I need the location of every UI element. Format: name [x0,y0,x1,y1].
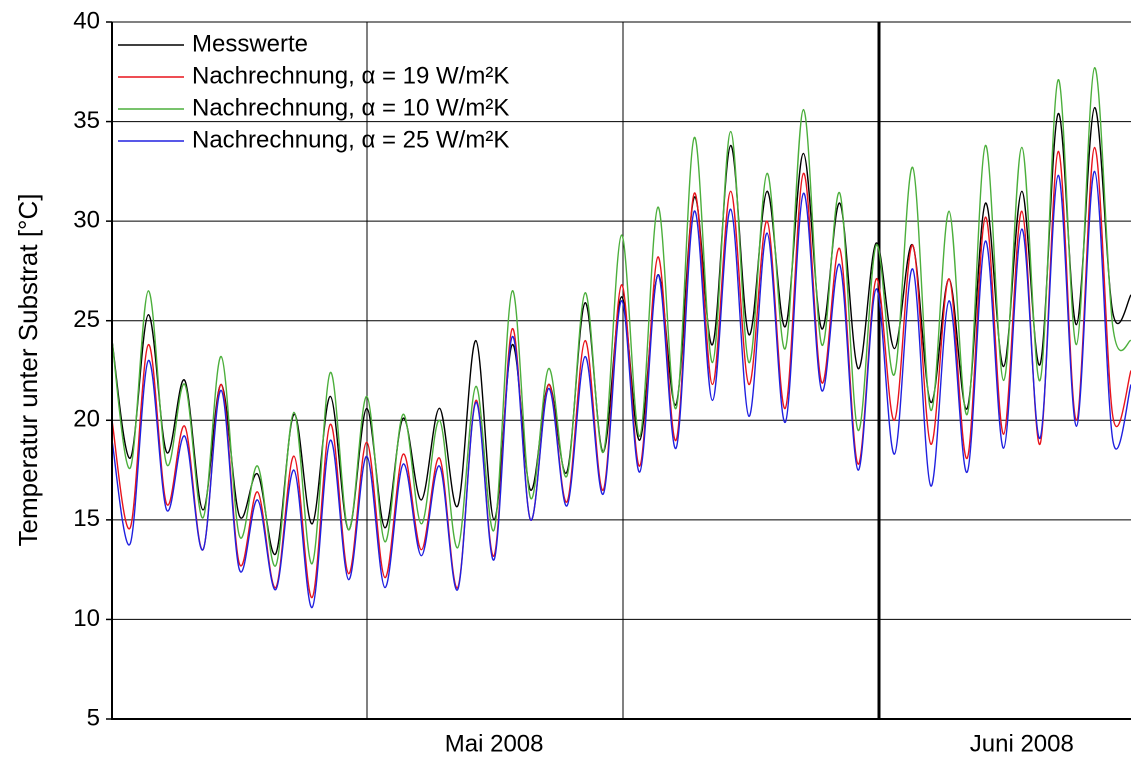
y-axis-label: Temperatur unter Substrat [°C] [13,194,43,547]
legend-label: Nachrechnung, α = 25 W/m²K [192,126,509,153]
x-tick-label: Mai 2008 [445,730,544,757]
legend-label: Nachrechnung, α = 10 W/m²K [192,94,509,121]
series-line [111,170,1131,609]
lines [111,67,1131,609]
legend-label: Messwerte [192,30,308,57]
y-tick-label: 25 [73,306,100,333]
legend-label: Nachrechnung, α = 19 W/m²K [192,62,509,89]
series-line [111,146,1131,599]
y-tick-label: 5 [87,704,100,731]
labels: 5 10 15 20 25 30 35 40 Mai 2008 Juni 2008 Messwert… [73,7,1074,757]
x-tick-label: Juni 2008 [970,730,1074,757]
y-tick-label: 15 [73,505,100,532]
y-tick-label: 10 [73,605,100,632]
y-tick-label: 40 [73,7,100,34]
series-line [111,67,1131,567]
y-tick-label: 20 [73,406,100,433]
y-tick-label: 35 [73,107,100,134]
y-tick-label: 30 [73,206,100,233]
